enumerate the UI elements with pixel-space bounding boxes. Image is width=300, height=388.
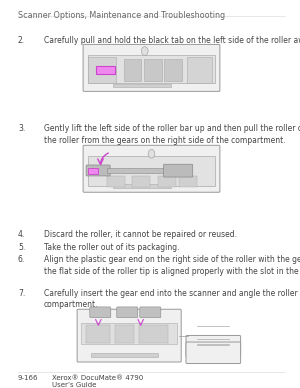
Text: 4.: 4. <box>18 230 25 239</box>
Text: User’s Guide: User’s Guide <box>52 382 97 388</box>
FancyBboxPatch shape <box>133 175 150 187</box>
FancyBboxPatch shape <box>164 164 193 177</box>
FancyBboxPatch shape <box>96 66 115 73</box>
FancyBboxPatch shape <box>186 342 241 364</box>
FancyBboxPatch shape <box>88 55 215 83</box>
FancyBboxPatch shape <box>187 57 212 83</box>
FancyBboxPatch shape <box>81 323 177 344</box>
FancyBboxPatch shape <box>83 45 220 92</box>
FancyBboxPatch shape <box>91 353 158 357</box>
FancyBboxPatch shape <box>179 175 197 187</box>
Text: 2.: 2. <box>18 36 25 45</box>
Text: 7.: 7. <box>18 289 25 298</box>
Circle shape <box>141 47 148 55</box>
FancyBboxPatch shape <box>164 59 182 81</box>
FancyBboxPatch shape <box>88 156 215 185</box>
Text: 9-166: 9-166 <box>18 375 38 381</box>
Text: 6.: 6. <box>18 255 25 264</box>
FancyBboxPatch shape <box>186 336 241 357</box>
FancyBboxPatch shape <box>113 184 170 187</box>
Text: Xerox® DocuMate® 4790: Xerox® DocuMate® 4790 <box>52 375 144 381</box>
FancyBboxPatch shape <box>107 175 125 187</box>
Text: Discard the roller, it cannot be repaired or reused.: Discard the roller, it cannot be repaire… <box>44 230 236 239</box>
FancyBboxPatch shape <box>140 307 161 318</box>
Text: Gently lift the left side of the roller bar up and then pull the roller out of t: Gently lift the left side of the roller … <box>44 124 300 145</box>
Text: Scanner Options, Maintenance and Troubleshooting: Scanner Options, Maintenance and Trouble… <box>18 11 225 20</box>
Text: Carefully pull and hold the black tab on the left side of the roller away from t: Carefully pull and hold the black tab on… <box>44 36 300 45</box>
FancyBboxPatch shape <box>86 165 110 176</box>
FancyBboxPatch shape <box>117 307 138 318</box>
FancyBboxPatch shape <box>115 325 134 343</box>
Text: 5.: 5. <box>18 242 25 251</box>
FancyBboxPatch shape <box>90 307 111 318</box>
FancyBboxPatch shape <box>86 325 110 343</box>
FancyBboxPatch shape <box>144 59 162 81</box>
FancyBboxPatch shape <box>158 175 176 187</box>
Text: Take the roller out of its packaging.: Take the roller out of its packaging. <box>44 242 179 251</box>
FancyBboxPatch shape <box>107 168 164 173</box>
FancyBboxPatch shape <box>77 309 181 362</box>
FancyBboxPatch shape <box>88 168 98 174</box>
Text: Align the plastic gear end on the right side of the roller with the gears in the: Align the plastic gear end on the right … <box>44 255 300 276</box>
FancyBboxPatch shape <box>124 59 141 81</box>
FancyBboxPatch shape <box>83 146 220 192</box>
FancyBboxPatch shape <box>139 325 168 343</box>
FancyBboxPatch shape <box>113 83 170 87</box>
FancyBboxPatch shape <box>88 57 116 83</box>
Text: 3.: 3. <box>18 124 25 133</box>
Circle shape <box>148 149 155 158</box>
Text: Carefully insert the gear end into the scanner and angle the roller down into th: Carefully insert the gear end into the s… <box>44 289 300 309</box>
